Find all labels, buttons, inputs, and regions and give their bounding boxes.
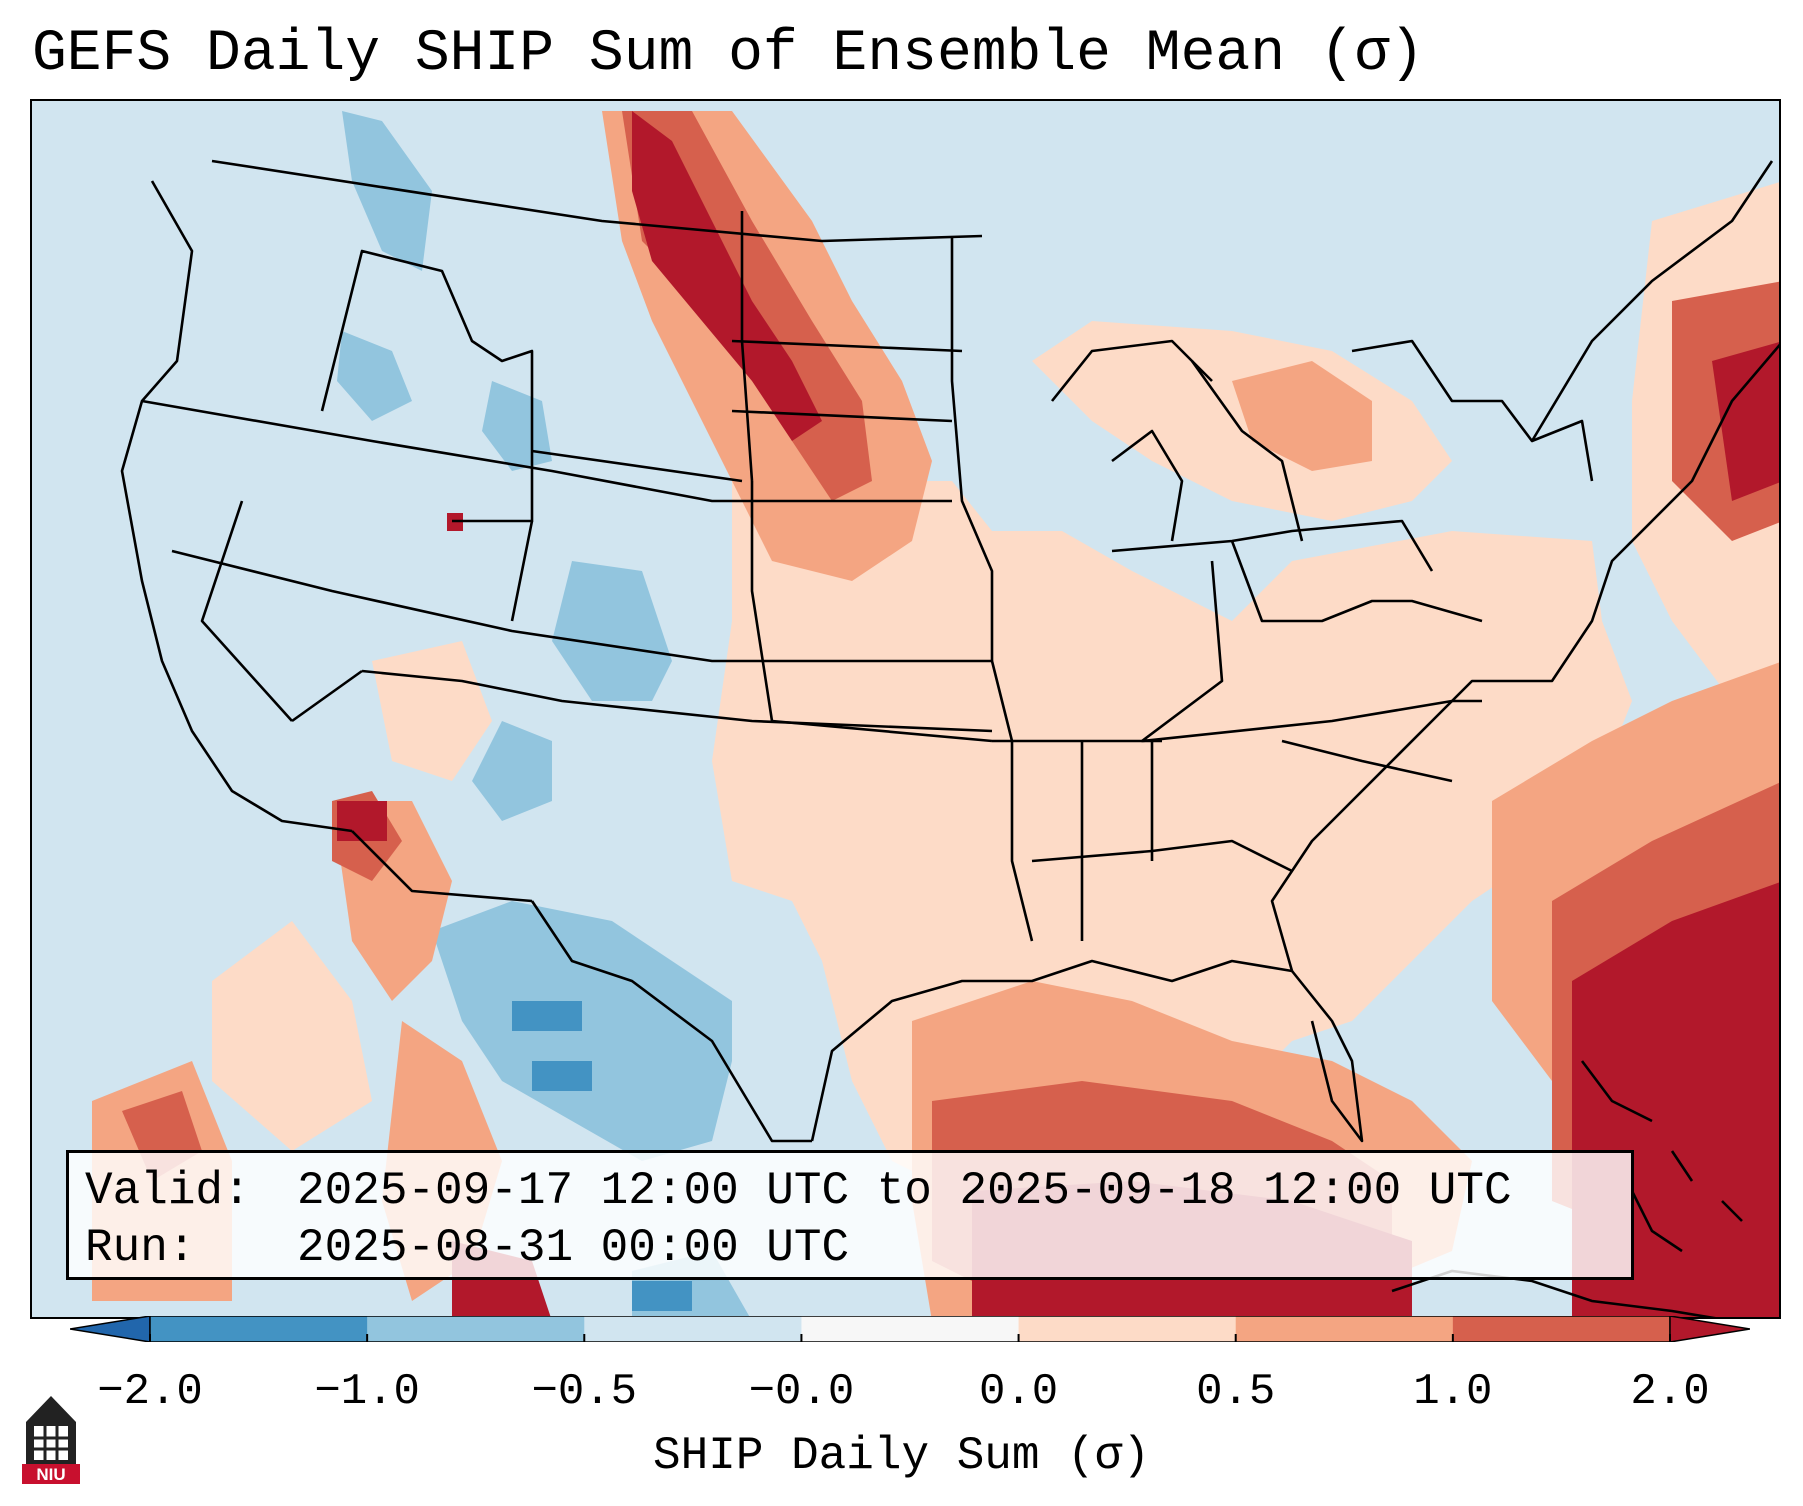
colorbar-extend-high: [1669, 1316, 1750, 1342]
valid-time-value: 2025-09-17 12:00 UTC to 2025-09-18 12:00…: [297, 1165, 1512, 1217]
colorbar-tick-label: 0.5: [1196, 1367, 1276, 1417]
colorbar-bin: [1235, 1316, 1454, 1342]
colorbar-bin: [367, 1316, 585, 1342]
colorbar-bin: [150, 1316, 368, 1342]
colorbar-tick-label: −0.5: [531, 1367, 638, 1417]
map-title: GEFS Daily SHIP Sum of Ensemble Mean (σ): [32, 22, 1425, 87]
logo-text: NIU: [36, 1465, 65, 1484]
colorbar-tick-label: −2.0: [97, 1367, 203, 1417]
state-borders: [120, 159, 1779, 1143]
valid-label: Valid:: [85, 1165, 251, 1217]
colorbar-tick-marks: [149, 1334, 1671, 1342]
ship-anomaly-map: [92, 111, 1779, 1317]
run-label: Run:: [85, 1222, 196, 1274]
valid-time-line: Valid: 2025-09-17 12:00 UTC to 2025-09-18…: [85, 1163, 1617, 1220]
colorbar-bin: [801, 1316, 1020, 1342]
colorbar-tick-label: 0.0: [978, 1367, 1059, 1417]
colorbar-tick-label: 1.0: [1413, 1367, 1493, 1417]
colorbar: [70, 1316, 1750, 1342]
map-plot-area: [30, 99, 1781, 1319]
colorbar-tick-label: −1.0: [314, 1367, 420, 1417]
colorbar-tick-label: 2.0: [1630, 1367, 1710, 1417]
colorbar-bin: [1018, 1316, 1237, 1342]
colorbar-extend-low: [70, 1316, 151, 1342]
run-time-line: Run: 2025-08-31 00:00 UTC: [85, 1220, 1617, 1277]
colorbar-label: SHIP Daily Sum (σ): [653, 1430, 1150, 1482]
run-time-value: 2025-08-31 00:00 UTC: [297, 1222, 850, 1274]
colorbar-tick-label: −0.0: [748, 1367, 855, 1417]
niu-tower-icon: NIU: [22, 1396, 80, 1484]
valid-run-info-box: Valid: 2025-09-17 12:00 UTC to 2025-09-18…: [66, 1150, 1634, 1280]
colorbar-bin: [1452, 1316, 1671, 1342]
colorbar-bin: [584, 1316, 802, 1342]
colorbar-bins: [149, 1316, 1671, 1342]
strong-negative-anomaly-fields: [512, 1001, 692, 1311]
